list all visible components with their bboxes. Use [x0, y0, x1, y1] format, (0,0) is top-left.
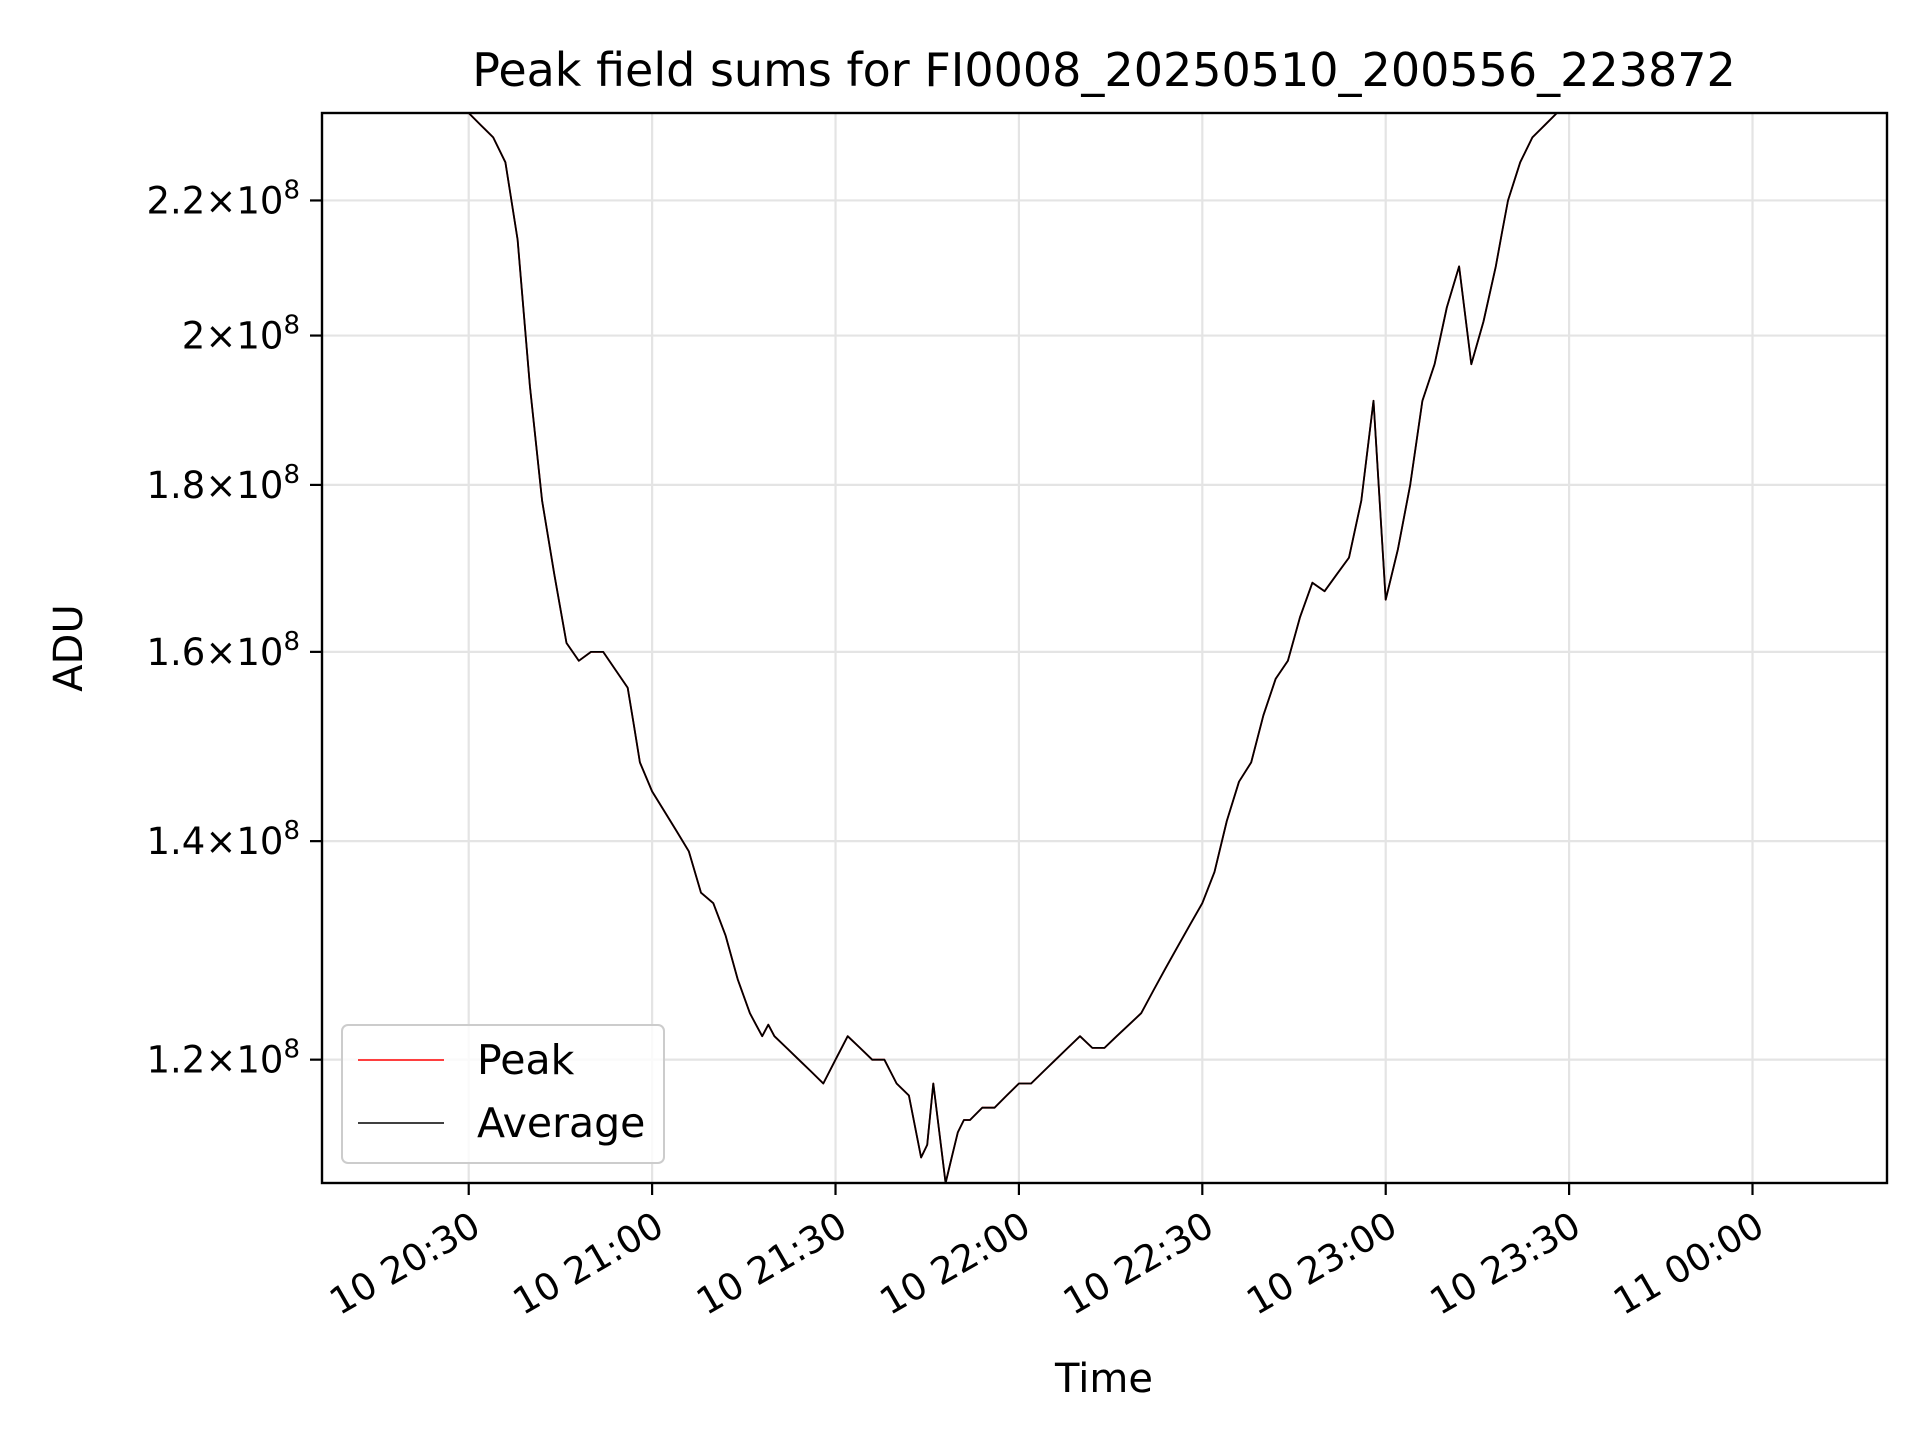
legend-label-peak: Peak: [477, 1036, 575, 1084]
legend-label-average: Average: [477, 1099, 645, 1147]
chart-title: Peak field sums for FI0008_20250510_2005…: [472, 43, 1736, 97]
y-axis: 1.2×108 1.4×108 1.6×108 1.8×108 2×108 2.2×108: [147, 175, 322, 1082]
y-tick-label: 2×108: [182, 311, 300, 358]
grid-lines: [322, 113, 1887, 1183]
y-tick-label: 1.6×108: [147, 627, 301, 674]
y-tick-label: 1.8×108: [147, 460, 301, 507]
y-tick-label: 2.2×108: [147, 175, 301, 222]
series-line-average: [468, 112, 1753, 1184]
x-axis-label: Time: [1054, 1356, 1153, 1402]
y-tick-label: 1.4×108: [147, 816, 301, 863]
plot-frame: [320, 111, 1889, 1185]
y-tick-label: 1.2×108: [147, 1035, 301, 1082]
series-layer: [468, 112, 1753, 1184]
legend: Peak Average: [341, 1024, 665, 1164]
y-axis-label: ADU: [46, 604, 92, 691]
